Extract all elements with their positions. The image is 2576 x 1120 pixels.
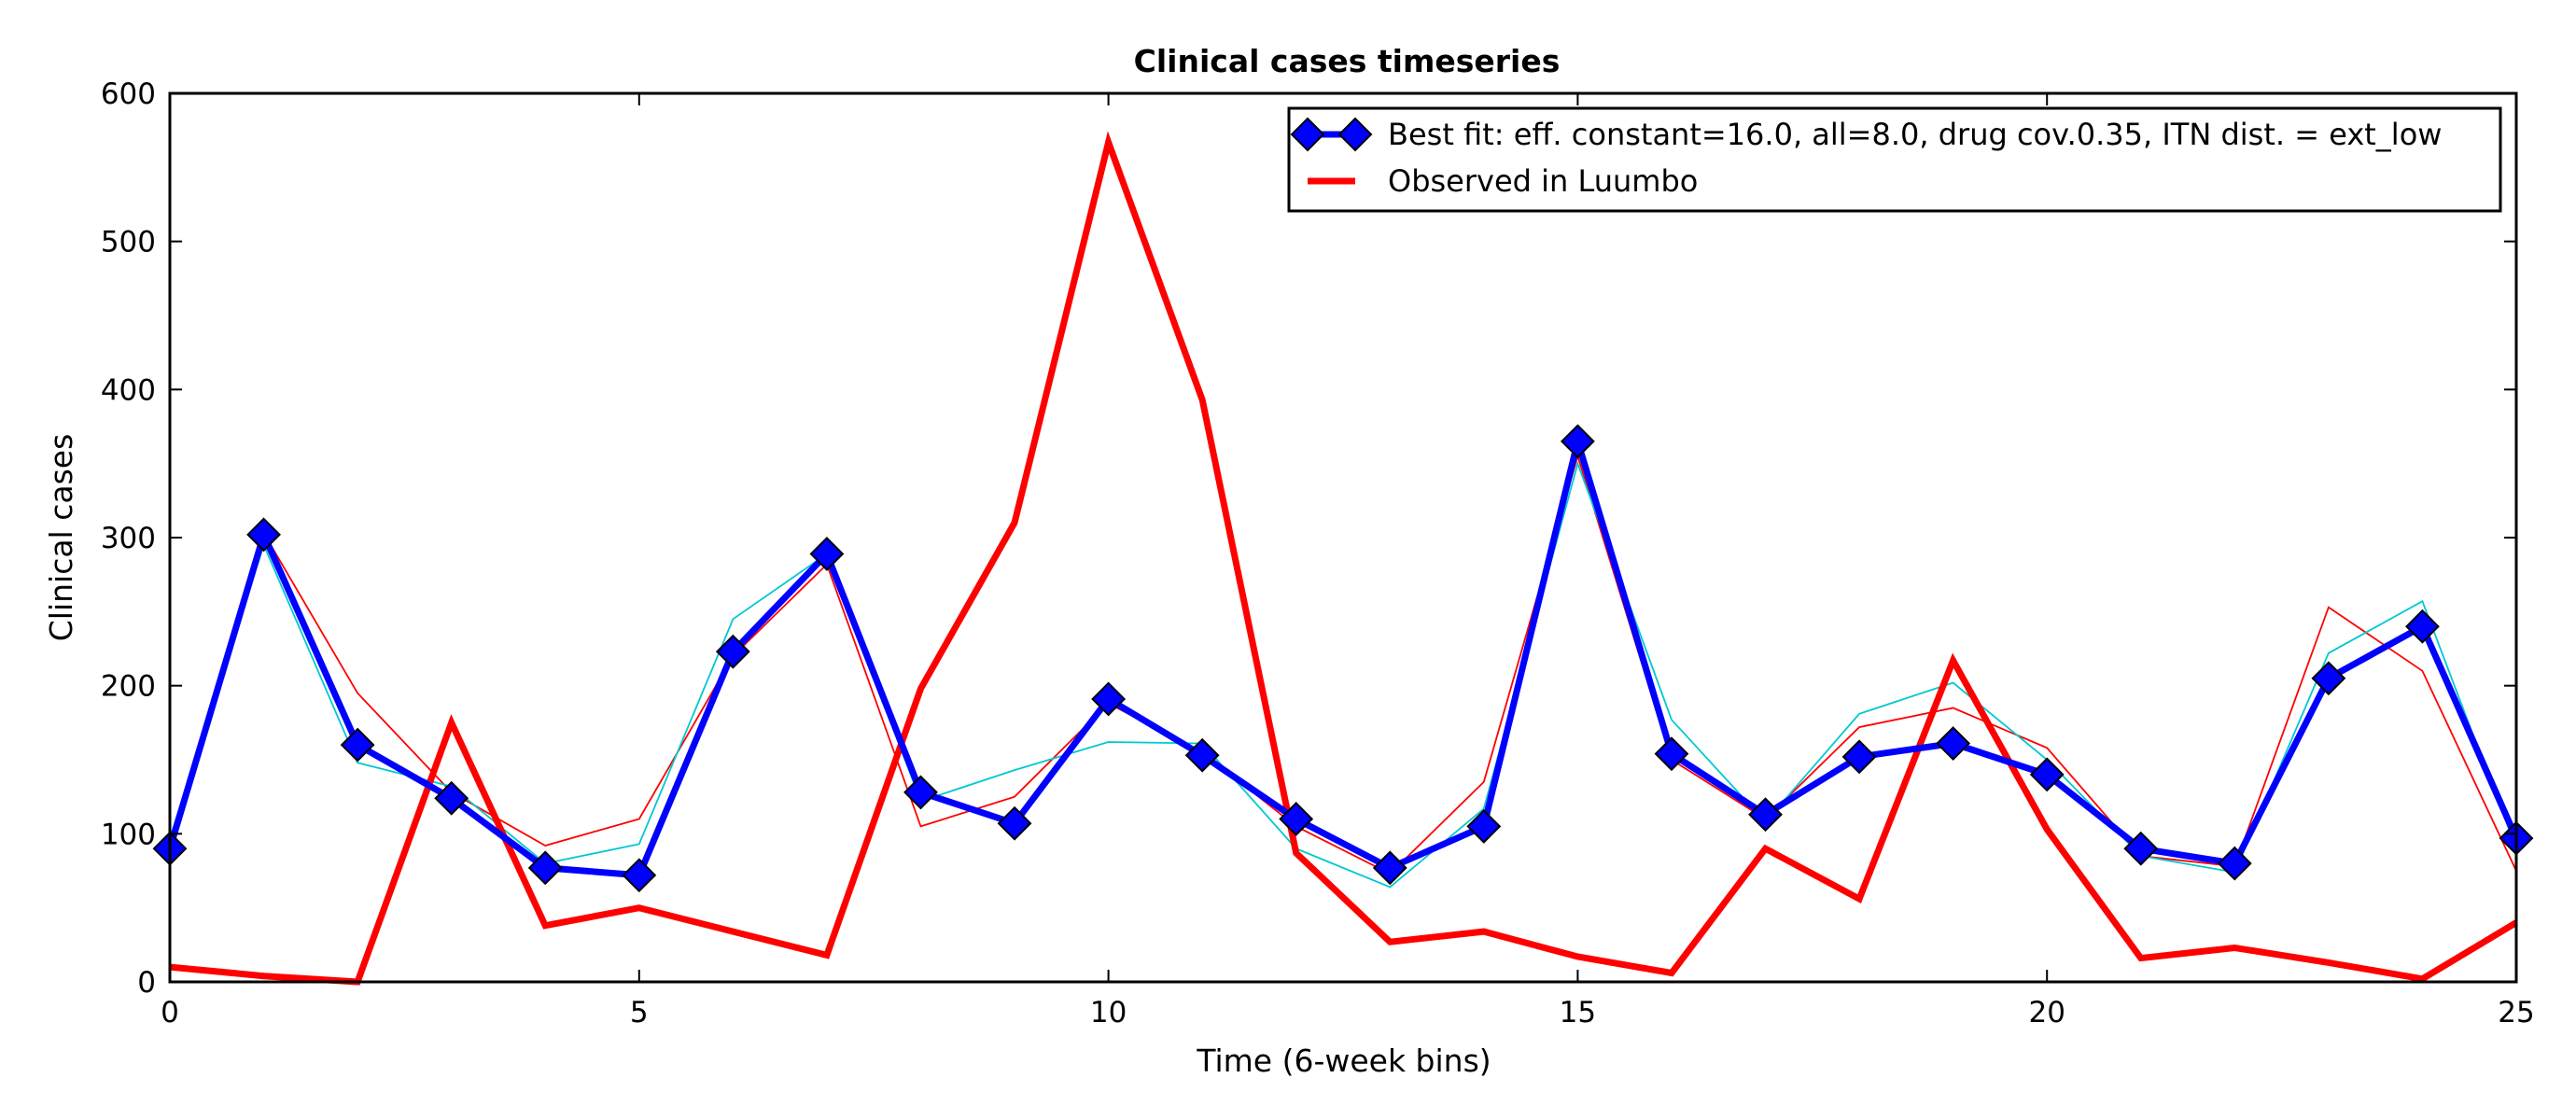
data-point — [2405, 609, 2440, 644]
data-point — [1560, 424, 1595, 459]
legend-label: Best fit: eff. constant=16.0, all=8.0, d… — [1388, 117, 2442, 152]
y-tick-label: 100 — [101, 818, 156, 851]
data-point — [1748, 797, 1783, 833]
data-point — [246, 517, 281, 553]
data-point — [2311, 661, 2346, 696]
legend-frame — [1287, 106, 2502, 213]
x-axis-title: Time (6-week bins) — [1196, 1043, 1491, 1079]
data-point — [809, 537, 845, 571]
data-point — [2029, 757, 2065, 792]
x-tick-label: 0 — [161, 996, 179, 1029]
data-point — [527, 850, 563, 886]
x-tick-label: 25 — [2498, 996, 2534, 1029]
data-point — [2217, 846, 2252, 881]
y-axis-title: Clinical cases — [43, 434, 79, 642]
y-tick-label: 500 — [101, 226, 156, 259]
ticks-layer: 0 5 10 15 20 25 0 100 200 300 400 500 600 — [101, 77, 2535, 1029]
legend: Best fit: eff. constant=16.0, all=8.0, d… — [1287, 106, 2502, 213]
y-tick-label: 600 — [101, 77, 156, 111]
data-point — [1654, 736, 1689, 772]
chart-title: Clinical cases timeseries — [1134, 43, 1561, 79]
series-layer — [152, 131, 2534, 986]
x-tick-label: 15 — [1560, 996, 1596, 1029]
legend-items: Best fit: eff. constant=16.0, all=8.0, d… — [1290, 117, 2442, 199]
data-point — [715, 634, 750, 669]
data-point — [622, 858, 657, 893]
data-point — [1841, 739, 1877, 775]
data-point — [340, 727, 375, 763]
x-tick-label: 20 — [2028, 996, 2065, 1029]
x-tick-label: 5 — [630, 996, 649, 1029]
data-point — [1091, 681, 1127, 717]
data-point — [2123, 831, 2159, 866]
data-point — [1372, 850, 1407, 886]
data-point — [1279, 802, 1314, 836]
y-tick-label: 0 — [137, 966, 156, 1000]
data-point — [1936, 726, 1971, 761]
y-tick-label: 300 — [101, 522, 156, 555]
series-line-1 — [169, 131, 2518, 986]
data-point — [997, 805, 1032, 841]
y-tick-label: 400 — [101, 373, 156, 407]
legend-label: Observed in Luumbo — [1388, 163, 1698, 199]
data-point — [903, 775, 938, 810]
legend-marker — [1290, 117, 1325, 152]
data-point — [1184, 737, 1220, 773]
legend-marker — [1337, 117, 1373, 152]
data-point — [434, 780, 469, 816]
data-point — [1466, 808, 1502, 844]
y-tick-label: 200 — [101, 670, 156, 704]
x-tick-label: 10 — [1090, 996, 1127, 1029]
